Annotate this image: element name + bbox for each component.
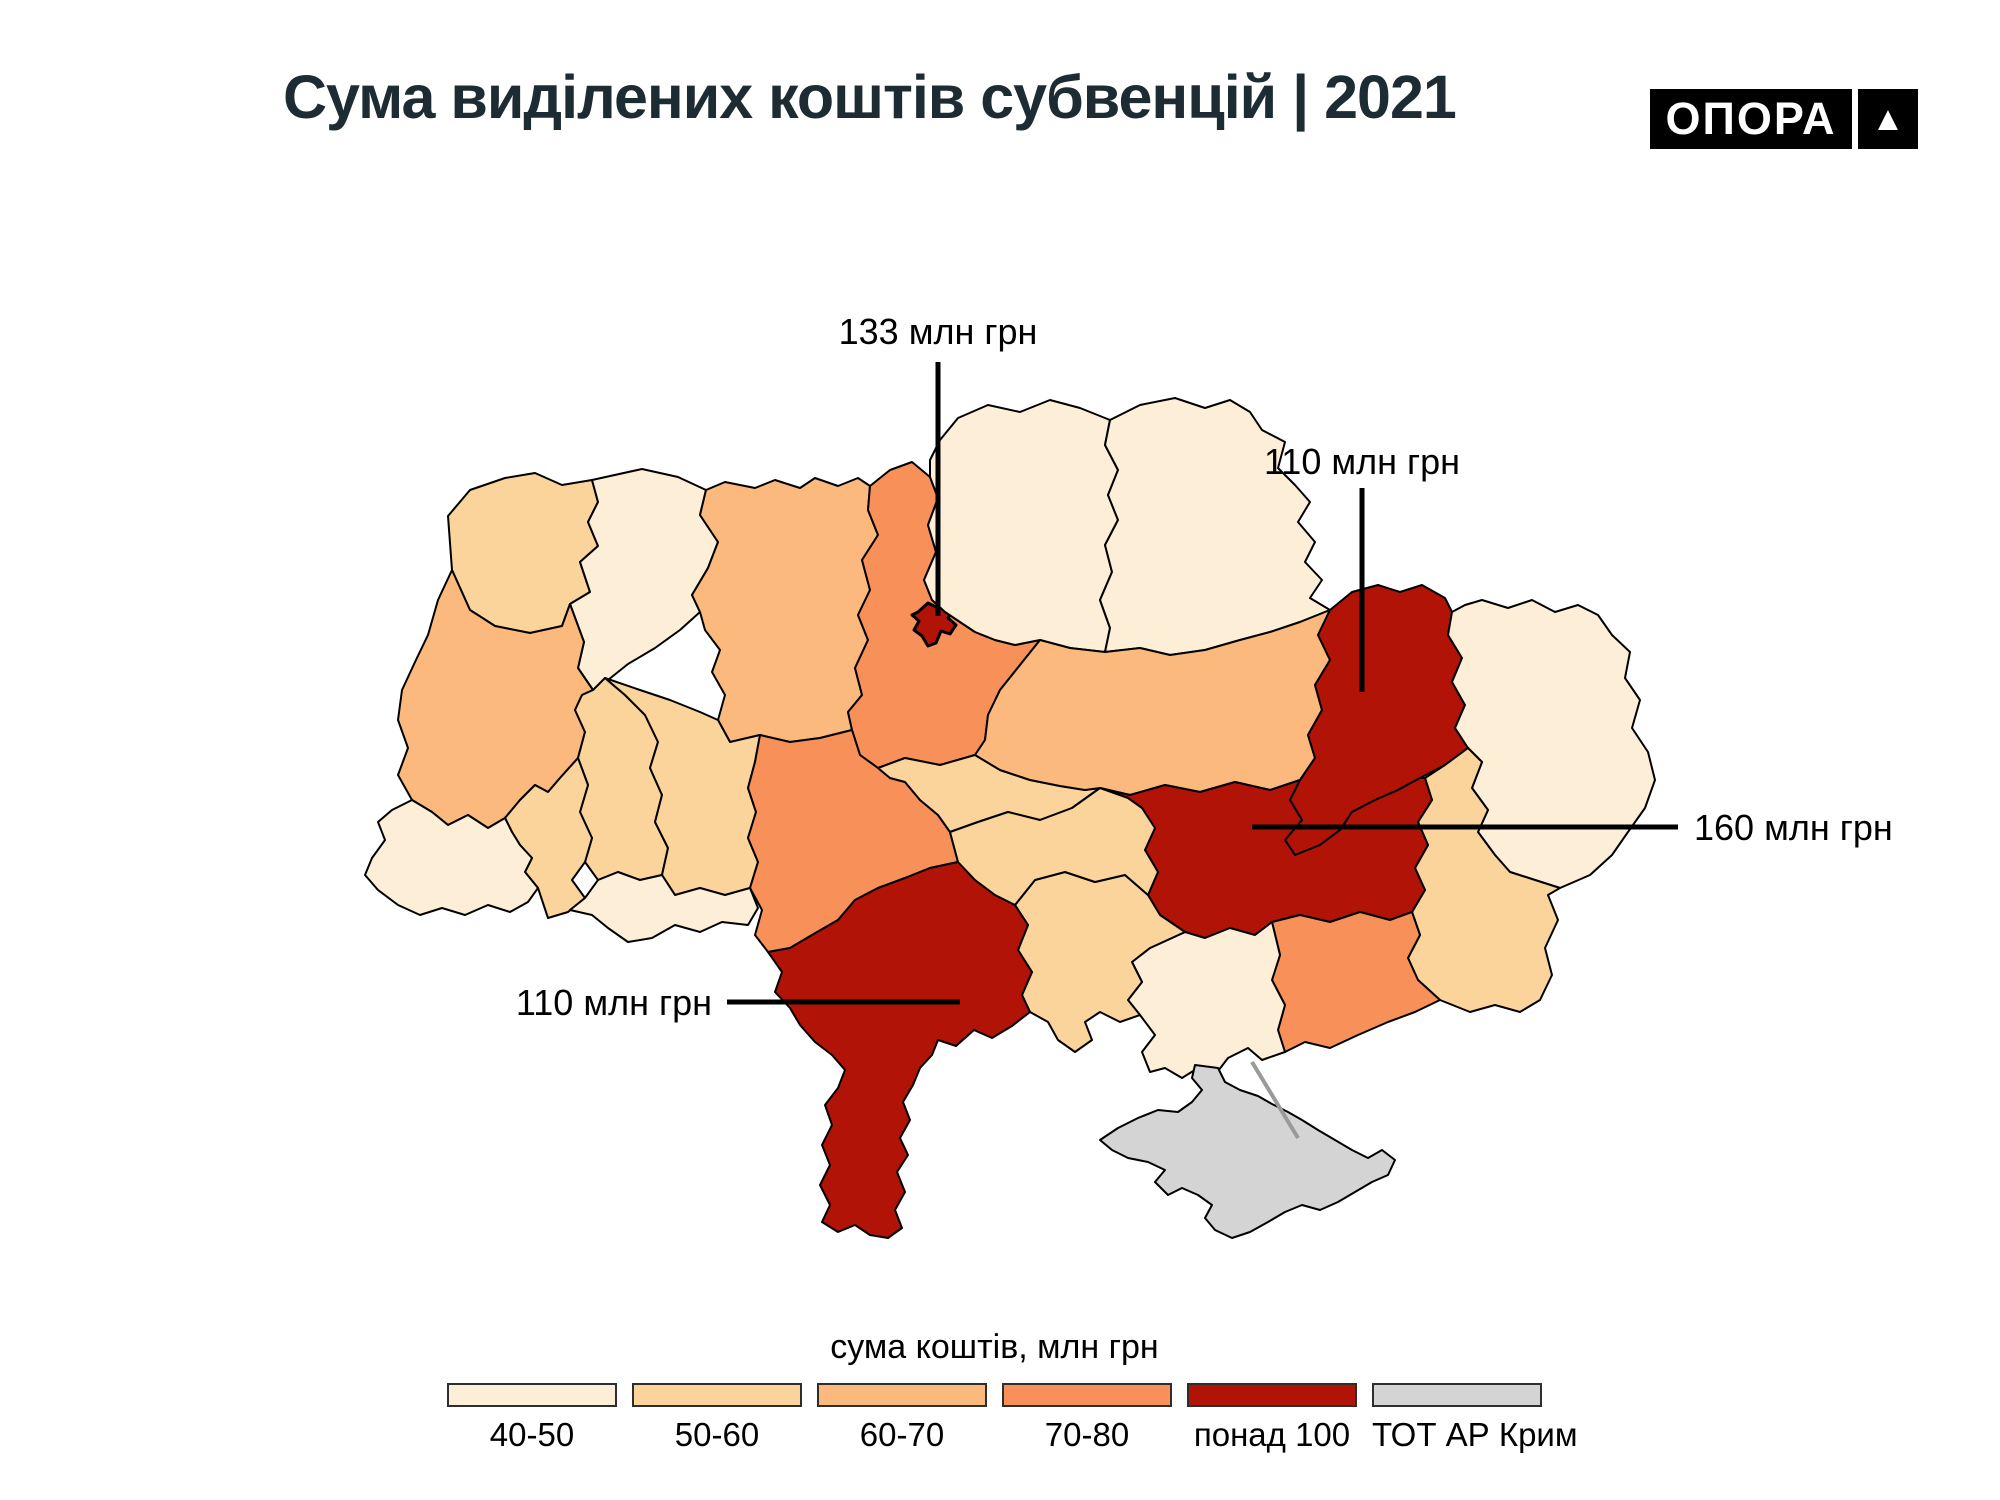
region-chernihiv: Чернігівська xyxy=(923,399,1119,653)
legend-swatch xyxy=(1372,1383,1542,1407)
legend-swatch xyxy=(632,1383,802,1407)
annotation-value-label: 133 млн грн xyxy=(839,311,1038,352)
legend-swatch xyxy=(817,1383,987,1407)
legend-item-1: 50-60 xyxy=(632,1383,802,1454)
region-crimea: АР Крим xyxy=(1099,1064,1396,1239)
legend-row: 40-50 50-60 60-70 70-80 понад 100 ТОТ АР Крим xyxy=(447,1383,1578,1454)
annotation-value-label: 110 млн грн xyxy=(1264,441,1460,482)
region-zakarpattia: Закарпатська xyxy=(364,799,539,916)
triangle-glyph: ▲ xyxy=(1871,99,1905,138)
annotation-value-label: 160 млн грн xyxy=(1694,807,1893,848)
legend-item-5: ТОТ АР Крим xyxy=(1372,1383,1578,1454)
region-ivano-frankivsk: Івано-Франківська xyxy=(504,757,593,919)
annotation-kharkiv: 110 млн грн xyxy=(1264,441,1460,692)
legend-title: сума коштів, млн грн xyxy=(830,1328,1159,1366)
region-chernivtsi: Чернівецька xyxy=(569,871,759,943)
page-title: Сума виділених коштів субвенцій | 2021 xyxy=(283,63,1457,131)
legend-label: 50-60 xyxy=(674,1416,760,1453)
region-sumy: Сумська xyxy=(1099,397,1331,656)
annotation-kyiv-city: 133 млн грн xyxy=(839,311,1038,616)
opora-logo-text: ОПОРА xyxy=(1665,93,1837,144)
opora-logo: ОПОРА ▲ xyxy=(1650,89,1918,149)
map-legend: сума коштів, млн грн 40-50 50-60 60-70 70-8… xyxy=(447,1328,1578,1454)
legend-label: 40-50 xyxy=(489,1416,575,1453)
annotation-odesa: 110 млн грн xyxy=(516,982,960,1023)
legend-label: 60-70 xyxy=(859,1416,945,1453)
region-kirovohrad: Кіровоградська xyxy=(949,787,1159,906)
legend-label: понад 100 xyxy=(1193,1416,1351,1453)
annotation-dnipro: 160 млн грн xyxy=(1252,807,1893,848)
region-luhansk: Луганська xyxy=(1447,599,1656,889)
legend-swatch xyxy=(1002,1383,1172,1407)
legend-swatch xyxy=(1187,1383,1357,1407)
legend-item-3: 70-80 xyxy=(1002,1383,1172,1454)
region-zhytomyr: Житомирська xyxy=(691,477,879,743)
legend-label: 70-80 xyxy=(1044,1416,1130,1453)
legend-item-4: понад 100 xyxy=(1187,1383,1357,1454)
legend-swatch xyxy=(447,1383,617,1407)
legend-item-0: 40-50 xyxy=(447,1383,617,1454)
arabat-spit xyxy=(1250,1060,1300,1140)
legend-item-2: 60-70 xyxy=(817,1383,987,1454)
opora-logo-wordmark: ОПОРА xyxy=(1650,89,1852,149)
region-zaporizhzhia: Запорізька xyxy=(1271,911,1441,1053)
annotation-value-label: 110 млн грн xyxy=(516,982,712,1023)
opora-triangle-icon: ▲ xyxy=(1858,89,1918,149)
legend-label: ТОТ АР Крим xyxy=(1372,1416,1578,1453)
